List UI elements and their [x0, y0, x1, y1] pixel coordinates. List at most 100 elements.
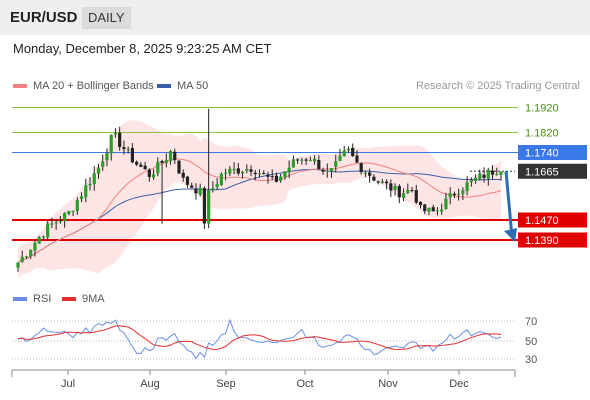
candle-body — [469, 179, 473, 183]
credit-text: Research © 2025 Trading Central — [415, 80, 580, 92]
candle-body — [84, 185, 88, 198]
candle-body — [118, 132, 122, 147]
candle-body — [380, 181, 384, 183]
candle-body — [37, 237, 41, 244]
candle-body — [202, 188, 207, 224]
candle-body — [325, 170, 329, 172]
candle-body — [224, 173, 228, 175]
level-label-box-3 — [518, 163, 587, 179]
candle-body — [185, 176, 190, 185]
candle-body — [385, 181, 389, 184]
candle-body — [96, 167, 101, 174]
candle-body — [270, 176, 274, 178]
candle-body — [266, 174, 270, 177]
candle-body — [164, 160, 168, 164]
candle-body — [283, 171, 287, 178]
candle-body — [393, 185, 397, 191]
timestamp: Monday, December 8, 2025 9:23:25 AM CET — [13, 41, 272, 56]
candle-body — [71, 210, 75, 212]
projection-arrow-head — [504, 228, 517, 242]
candle-body — [346, 149, 351, 151]
ma20-line — [17, 158, 502, 264]
candle-body — [279, 176, 283, 181]
candle-body — [376, 181, 380, 183]
candle-body — [308, 160, 312, 162]
candle-body — [151, 174, 156, 178]
candle-body — [219, 173, 223, 186]
candle-body — [389, 183, 393, 191]
legend-ma20-label: MA 20 + Bollinger Bands — [33, 80, 154, 92]
candle-body — [20, 256, 24, 262]
rsi-tick-label: 70 — [525, 316, 537, 328]
candle-body — [427, 207, 431, 212]
candle-body — [465, 182, 469, 191]
legend-ma50-label: MA 50 — [177, 80, 209, 92]
level-label-box-2 — [518, 145, 587, 160]
bollinger-band-area — [18, 120, 501, 278]
candle-body — [228, 168, 232, 174]
candle-body — [105, 153, 109, 161]
candle-body — [368, 172, 372, 176]
candle-body — [29, 249, 33, 257]
x-tick-label: Jul — [61, 378, 75, 390]
candle-body — [338, 155, 342, 161]
candle-body — [423, 204, 427, 212]
candle-body — [486, 169, 490, 179]
candle-body — [448, 193, 452, 198]
level-label-0: 1.1920 — [525, 103, 559, 115]
x-tick-label: Sep — [216, 378, 236, 390]
ma20-swatch — [13, 84, 27, 88]
timeframe-button[interactable]: DAILY — [82, 7, 131, 29]
candle-body — [287, 167, 291, 172]
candle-body — [236, 168, 240, 174]
candle-body — [109, 134, 113, 154]
rsi-line — [17, 318, 502, 360]
candle-body — [334, 161, 338, 167]
candle-body — [126, 149, 130, 151]
candle-body — [401, 193, 406, 198]
candle-body — [156, 161, 160, 174]
candle-body — [160, 161, 164, 163]
candle-body — [431, 207, 435, 212]
candle-body — [198, 187, 202, 195]
candle-body — [181, 172, 185, 178]
level-label-3: 1.1665 — [525, 166, 559, 178]
candle-body — [418, 201, 423, 206]
candle-body — [245, 168, 249, 171]
candle-body — [63, 212, 67, 222]
candle-body — [190, 185, 194, 188]
candle-body — [351, 147, 355, 156]
candle-body — [168, 151, 173, 162]
candle-body — [296, 159, 300, 161]
candle-body — [101, 161, 105, 167]
level-label-box-4 — [518, 212, 587, 228]
candle-body — [207, 190, 211, 224]
candle-body — [321, 169, 325, 172]
candle-body — [24, 256, 29, 258]
candle-body — [274, 175, 279, 182]
candle-body — [211, 188, 215, 190]
candle-body — [363, 172, 368, 174]
level-label-4: 1.1470 — [525, 215, 559, 227]
ma9-swatch — [62, 297, 76, 301]
candle-body — [482, 174, 486, 178]
candle-body — [135, 161, 139, 165]
candle-body — [147, 169, 151, 177]
candle-body — [173, 151, 177, 161]
candle-body — [461, 190, 465, 195]
legend-ma20: MA 20 + Bollinger Bands — [13, 80, 154, 92]
rsi-tick-label: 30 — [525, 354, 537, 366]
candle-body — [113, 133, 118, 135]
candle-body — [16, 262, 20, 268]
candle-body — [342, 150, 346, 157]
level-label-2: 1.1740 — [525, 148, 559, 160]
candle-body — [139, 164, 143, 167]
candle-body — [329, 167, 334, 172]
candle-body — [452, 193, 456, 196]
projection-arrow-line — [504, 171, 514, 238]
x-tick-label: Oct — [296, 378, 313, 390]
candle-body — [473, 177, 478, 181]
level-label-box-5 — [518, 232, 587, 248]
candle-body — [122, 147, 126, 150]
